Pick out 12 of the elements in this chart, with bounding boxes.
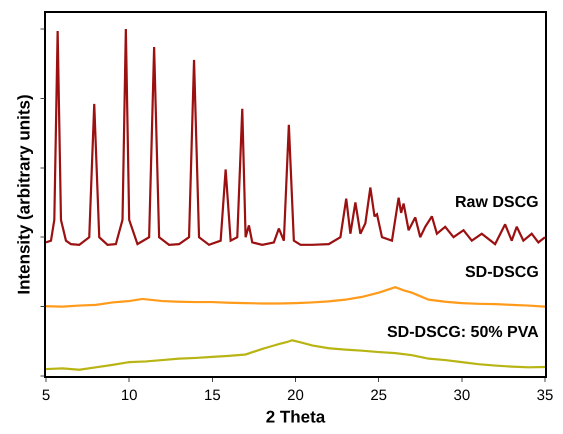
x-tick-label: 35	[536, 386, 554, 404]
series-label: Raw DSCG	[455, 194, 539, 211]
x-axis-title: 2 Theta	[266, 408, 326, 427]
x-tick-label: 30	[453, 386, 470, 404]
x-tick-label: 10	[120, 386, 138, 404]
series-label: SD-DSCG: 50% PVA	[387, 324, 540, 341]
x-tick-label: 5	[42, 386, 50, 404]
series-label: SD-DSCG	[465, 264, 539, 281]
x-tick-label: 15	[204, 386, 221, 404]
x-tick-label: 25	[370, 386, 388, 404]
x-tick-label: 20	[287, 386, 304, 404]
y-axis-title: Intensity (arbitrary units)	[14, 94, 34, 295]
